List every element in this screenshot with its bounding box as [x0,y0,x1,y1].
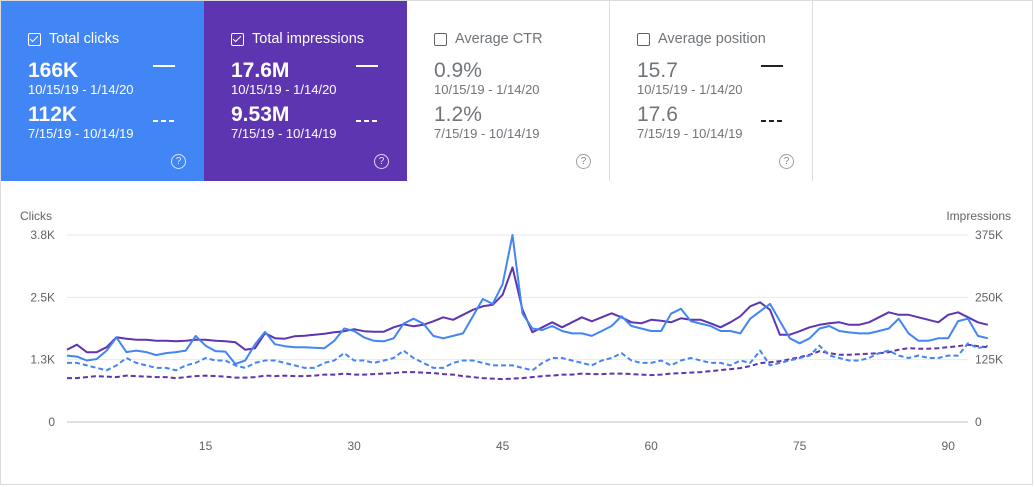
card-label: Average CTR [455,31,543,47]
checkbox-unchecked-icon[interactable] [434,32,447,46]
help-circle-icon[interactable]: ? [576,154,591,169]
impressions-current-line [66,266,989,354]
left-tick-label: 0 [48,415,55,429]
card-label: Total clicks [49,31,120,47]
metric-value: 15.7 [637,59,678,82]
left-tick-label: 1.3K [30,353,55,367]
card-header: Total clicks [28,29,204,49]
card-total-clicks[interactable]: Total clicks 166K 10/15/19 - 1/14/20 112… [1,1,204,181]
right-tick-label: 125K [975,353,1003,367]
checkbox-unchecked-icon[interactable] [637,32,650,46]
right-tick-label: 250K [975,290,1003,304]
solid-line-legend-icon [761,65,783,67]
x-tick-label: 30 [347,439,361,453]
help-circle-icon[interactable]: ? [779,154,794,169]
right-tick-label: 0 [975,415,982,429]
dashed-line-legend-icon [761,120,783,122]
x-tick-label: 15 [199,439,213,453]
checkbox-checked-icon[interactable] [231,32,244,46]
x-tick-label: 60 [644,439,658,453]
x-tick-label: 90 [942,439,956,453]
checkbox-checked-icon[interactable] [28,32,41,46]
metric-value: 166K [28,59,79,82]
clicks-current-line [66,234,989,365]
left-tick-label: 3.8K [30,228,55,242]
metric-compare-value: 9.53M [231,103,290,126]
metric-compare-date-range: 7/15/19 - 10/14/19 [28,126,134,141]
chart-gridlines [67,234,968,423]
performance-chart[interactable]: Clicks Impressions 3.8K 2.5K 1.3K 0 375K 250… [0,195,1035,465]
metric-date-range: 10/15/19 - 1/14/20 [28,82,134,97]
metric-date-range: 10/15/19 - 1/14/20 [231,82,337,97]
metric-compare-date-range: 7/15/19 - 10/14/19 [231,126,337,141]
x-tick-label: 75 [793,439,807,453]
clicks-previous-line [67,342,989,372]
metric-compare-date-range: 7/15/19 - 10/14/19 [637,126,743,141]
card-average-ctr[interactable]: Average CTR 0.9% 10/15/19 - 1/14/20 1.2%… [407,1,610,181]
solid-line-legend-icon [153,65,175,67]
right-axis-ticks: 375K 250K 125K 0 [975,228,1003,429]
left-axis-ticks: 3.8K 2.5K 1.3K 0 [30,228,55,429]
x-tick-label: 45 [496,439,510,453]
right-tick-label: 375K [975,228,1003,242]
solid-line-legend-icon [356,65,378,67]
metric-compare-value: 17.6 [637,103,678,126]
left-axis-label: Clicks [20,209,52,223]
card-average-position[interactable]: Average position 15.7 10/15/19 - 1/14/20… [610,1,813,181]
metric-cards: Total clicks 166K 10/15/19 - 1/14/20 112… [1,1,813,181]
card-header: Average CTR [434,29,609,49]
help-circle-icon[interactable]: ? [171,154,186,169]
left-tick-label: 2.5K [30,290,55,304]
card-header: Total impressions [231,29,407,49]
card-header: Average position [637,29,812,49]
card-total-impressions[interactable]: Total impressions 17.6M 10/15/19 - 1/14/… [204,1,407,181]
x-axis-ticks: 15 30 45 60 75 90 [199,439,955,453]
metric-date-range: 10/15/19 - 1/14/20 [637,82,743,97]
dashed-line-legend-icon [153,120,175,122]
help-circle-icon[interactable]: ? [374,154,389,169]
right-axis-label: Impressions [946,209,1011,223]
card-label: Average position [658,31,766,47]
dashed-line-legend-icon [356,120,378,122]
metric-compare-date-range: 7/15/19 - 10/14/19 [434,126,540,141]
card-label: Total impressions [252,31,365,47]
metric-compare-value: 112K [28,103,78,126]
metric-date-range: 10/15/19 - 1/14/20 [434,82,540,97]
metric-compare-value: 1.2% [434,103,482,126]
impressions-previous-line [67,343,988,381]
metric-value: 0.9% [434,59,482,82]
metric-value: 17.6M [231,59,290,82]
chart-series [66,234,989,381]
